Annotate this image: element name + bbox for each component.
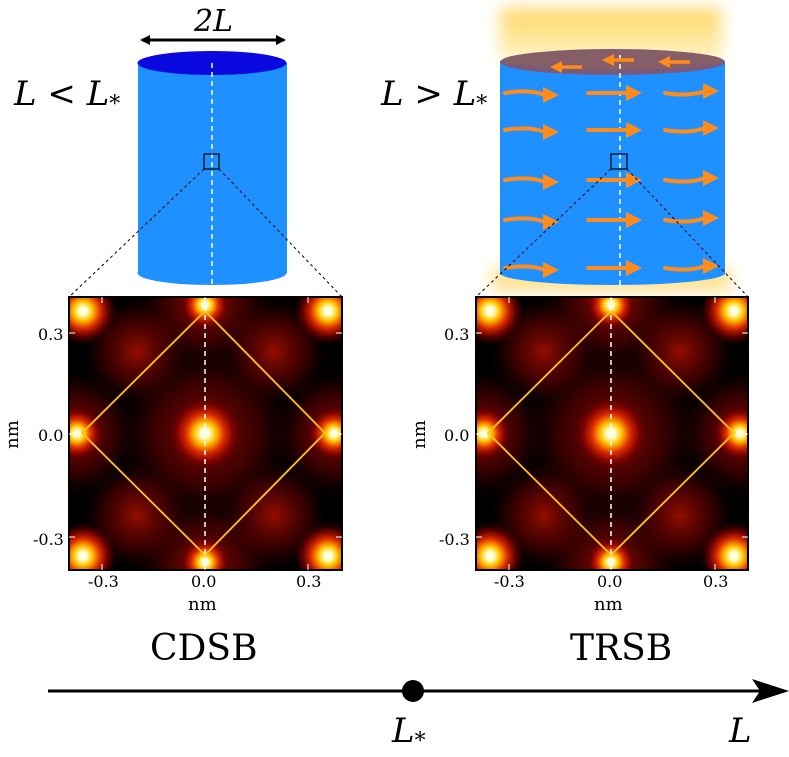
current-arrow-head xyxy=(703,258,719,274)
left-brillouin-zone xyxy=(80,309,327,557)
current-arrow-shaft xyxy=(503,89,547,97)
left-condition-label: L < L* xyxy=(14,74,121,117)
heatmap-peak xyxy=(294,297,342,345)
current-arrow-shaft xyxy=(503,216,547,224)
right-heatmap xyxy=(475,296,749,571)
cdsb-label: CDSB xyxy=(150,628,258,669)
current-arrows xyxy=(503,54,719,278)
current-arrow-head xyxy=(543,174,559,190)
rim-arrow-head xyxy=(602,54,614,66)
right-y-axis-label: nm xyxy=(408,420,430,449)
current-arrow-head xyxy=(703,83,719,99)
left-heatmap xyxy=(68,296,343,571)
current-arrow-head xyxy=(703,170,719,186)
right-cylinder-bottom xyxy=(500,261,725,285)
left-ytick-top: 0.3 xyxy=(38,325,64,344)
current-arrow-shaft xyxy=(663,264,707,272)
left-heatmap-ticks xyxy=(69,297,342,570)
right-zoom-box xyxy=(610,153,628,170)
critical-point-dot xyxy=(402,680,424,702)
right-brillouin-zone xyxy=(486,309,736,557)
phase-axis-arrowhead xyxy=(752,679,789,703)
heatmap-peak xyxy=(712,405,748,462)
right-ytick-bottom: -0.3 xyxy=(439,530,470,549)
current-arrow-shaft xyxy=(503,264,547,272)
right-xtick-mid: 0.0 xyxy=(597,572,623,591)
current-arrow-shaft xyxy=(503,176,547,184)
phase-axis-label: L xyxy=(729,711,752,751)
right-ytick-mid: 0.0 xyxy=(444,426,470,445)
current-arrow-head xyxy=(626,122,642,138)
rim-arrow-head xyxy=(658,56,670,68)
current-arrow-head xyxy=(626,85,642,101)
current-arrow-head xyxy=(626,172,642,188)
trsb-label: TRSB xyxy=(570,628,673,669)
right-zoom-line-b xyxy=(626,168,749,298)
left-x-axis-label: nm xyxy=(188,594,217,615)
left-ytick-mid: 0.0 xyxy=(38,426,64,445)
heatmap-peak xyxy=(306,405,342,462)
left-ytick-bottom: -0.3 xyxy=(33,530,64,549)
heatmap-peak xyxy=(69,297,117,345)
current-arrow-shaft xyxy=(503,126,547,134)
left-xtick-right: 0.3 xyxy=(296,572,322,591)
left-zoom-box xyxy=(203,153,220,170)
right-condition-label: L > L* xyxy=(381,74,488,117)
right-xtick-left: -0.3 xyxy=(494,572,525,591)
heatmap-peak xyxy=(179,297,231,331)
current-arrow-shaft xyxy=(663,216,707,224)
current-arrow-head xyxy=(626,260,642,276)
heatmap-peak xyxy=(69,522,117,570)
critical-point-label: L* xyxy=(392,711,426,754)
heatmap-peak xyxy=(294,522,342,570)
right-zoom-line-a xyxy=(475,168,612,298)
heatmap-peak xyxy=(585,297,637,331)
left-xtick-mid: 0.0 xyxy=(191,572,217,591)
current-arrow-shaft xyxy=(663,89,707,97)
current-arrow-head xyxy=(703,210,719,226)
rim-arrow-head xyxy=(550,61,562,73)
left-xtick-left: -0.3 xyxy=(88,572,119,591)
current-arrow-head xyxy=(543,87,559,103)
current-arrow-shaft xyxy=(663,176,707,184)
right-ytick-top: 0.3 xyxy=(444,325,470,344)
left-zoom-line-a xyxy=(68,168,205,298)
width-label: 2L xyxy=(194,4,234,39)
right-x-axis-label: nm xyxy=(594,594,623,615)
current-arrow-head xyxy=(543,262,559,278)
left-cylinder xyxy=(137,51,287,285)
left-y-axis-label: nm xyxy=(1,420,23,449)
current-arrow-head xyxy=(543,124,559,140)
heatmap-peak xyxy=(476,522,524,570)
right-cylinder-body xyxy=(500,62,725,273)
heatmap-peak xyxy=(700,297,748,345)
right-xtick-right: 0.3 xyxy=(703,572,729,591)
right-cylinder xyxy=(492,8,730,290)
current-arrow-head xyxy=(543,214,559,230)
current-arrow-head xyxy=(626,212,642,228)
current-arrow-shaft xyxy=(663,126,707,134)
current-arrow-head xyxy=(703,120,719,136)
right-heatmap-ticks xyxy=(476,297,748,570)
heatmap-peak xyxy=(476,297,524,345)
heatmap-peak xyxy=(700,522,748,570)
